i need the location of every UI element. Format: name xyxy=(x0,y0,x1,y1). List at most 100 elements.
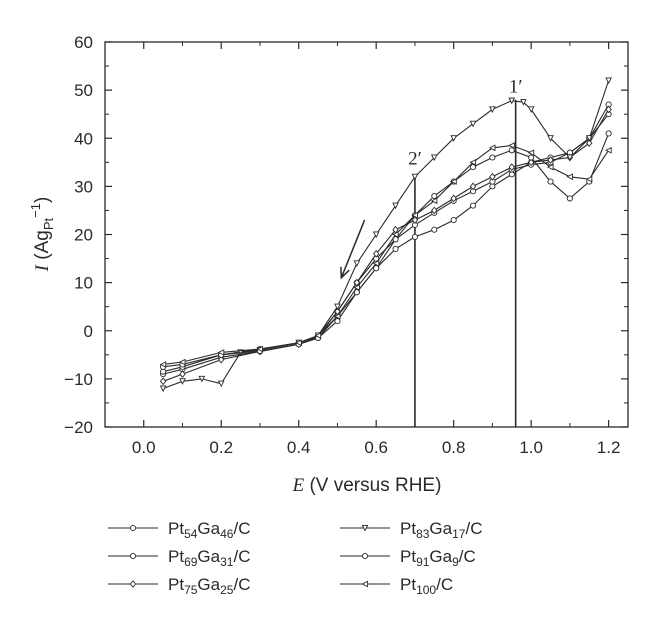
legend-item: Pt75Ga25/C xyxy=(108,575,250,597)
data-point xyxy=(411,211,418,219)
legend-marker xyxy=(129,552,137,560)
legend-item: Pt91Ga9/C xyxy=(340,547,476,569)
data-point xyxy=(469,120,477,128)
axis-ticks: 0.0 0.2 0.4 0.6 0.8 1.0 1.2 −20 −10 0 10 20 30 40 50 60 xyxy=(64,33,628,457)
data-point xyxy=(566,195,573,202)
data-point xyxy=(353,289,360,296)
data-point xyxy=(411,173,419,181)
y-tick-label: 0 xyxy=(84,322,93,341)
data-point xyxy=(373,249,380,258)
series-0 xyxy=(160,101,612,378)
y-tick-label: −20 xyxy=(64,418,93,437)
data-point xyxy=(605,130,612,137)
legend: Pt54Ga46/C Pt69Ga31/C Pt75Ga25/C Pt83Ga17/C… xyxy=(108,519,482,597)
data-point xyxy=(178,358,186,366)
arrow-head xyxy=(340,266,350,280)
series-4 xyxy=(160,130,612,370)
series-3 xyxy=(159,77,612,393)
series-line xyxy=(162,113,610,373)
legend-label: Pt100/C xyxy=(400,575,453,597)
legend-label: Pt91Ga9/C xyxy=(400,547,476,569)
data-point xyxy=(469,158,477,166)
data-point xyxy=(314,332,322,339)
series-2 xyxy=(159,105,612,386)
data-point xyxy=(372,231,380,239)
data-point xyxy=(256,345,264,353)
legend-marker xyxy=(361,552,369,560)
data-point xyxy=(489,154,496,161)
data-point xyxy=(333,312,341,320)
data-point xyxy=(489,106,496,113)
x-tick-label: 0.8 xyxy=(442,438,466,457)
legend-marker xyxy=(361,580,369,588)
data-point xyxy=(508,142,515,149)
data-point xyxy=(605,77,612,85)
svg-text:I (AgPt−1): I (AgPt−1) xyxy=(28,197,56,273)
data-point xyxy=(392,245,399,252)
legend-item: Pt83Ga17/C xyxy=(340,519,482,541)
data-point xyxy=(430,154,438,162)
data-point xyxy=(605,105,612,114)
legend-label: Pt54Ga46/C xyxy=(168,519,250,541)
legend-item: Pt54Ga46/C xyxy=(108,519,250,541)
data-point xyxy=(430,197,438,205)
legend-label: Pt69Ga31/C xyxy=(168,547,250,569)
series-line xyxy=(162,80,610,390)
x-tick-label: 1.2 xyxy=(597,438,621,457)
data-point xyxy=(450,194,457,203)
y-tick-label: 10 xyxy=(74,274,93,293)
data-point xyxy=(508,147,515,154)
y-tick-label: 40 xyxy=(74,129,93,148)
data-point xyxy=(508,97,516,105)
x-axis-title: E (V versus RHE) xyxy=(292,475,442,496)
data-point xyxy=(198,375,206,383)
data-point xyxy=(527,149,535,157)
data-point xyxy=(159,377,167,386)
y-tick-label: 50 xyxy=(74,81,93,100)
data-point xyxy=(217,349,225,356)
y-tick-label: 60 xyxy=(74,33,93,52)
data-point xyxy=(528,154,535,161)
data-point xyxy=(411,233,418,240)
y-tick-label: −10 xyxy=(64,370,93,389)
peak-annotation: 2′ xyxy=(408,149,422,170)
data-point xyxy=(520,99,527,106)
data-point xyxy=(411,216,419,224)
data-point xyxy=(159,385,167,393)
data-point xyxy=(585,135,593,142)
data-point xyxy=(527,106,535,113)
data-point xyxy=(431,226,438,233)
series-line xyxy=(163,133,610,368)
data-point xyxy=(334,318,341,325)
data-point xyxy=(334,303,341,311)
data-point xyxy=(391,231,399,238)
scan-direction-arrow xyxy=(340,219,366,280)
peak-annotation: 1′ xyxy=(509,77,523,98)
data-point xyxy=(392,202,399,210)
data-point xyxy=(159,361,167,368)
legend-label: Pt83Ga17/C xyxy=(400,519,482,541)
data-point xyxy=(179,378,186,385)
data-point xyxy=(372,260,380,267)
data-point xyxy=(546,163,554,171)
data-point xyxy=(489,172,496,181)
data-point xyxy=(218,355,225,364)
data-point xyxy=(566,154,574,162)
data-point xyxy=(469,182,477,191)
series-1 xyxy=(160,111,612,375)
series-line xyxy=(162,104,610,375)
data-point xyxy=(431,206,438,215)
legend-item: Pt100/C xyxy=(340,575,453,597)
x-tick-label: 0.2 xyxy=(209,438,233,457)
legend-marker xyxy=(129,580,137,588)
y-tick-label: 20 xyxy=(74,226,93,245)
data-point xyxy=(527,158,535,167)
data-point xyxy=(431,192,438,200)
data-point xyxy=(469,202,477,209)
data-point xyxy=(179,370,186,378)
data-point xyxy=(450,217,457,224)
legend-item: Pt69Ga31/C xyxy=(108,547,250,569)
data-point xyxy=(295,339,302,347)
data-point xyxy=(605,146,612,154)
data-point xyxy=(566,173,573,181)
